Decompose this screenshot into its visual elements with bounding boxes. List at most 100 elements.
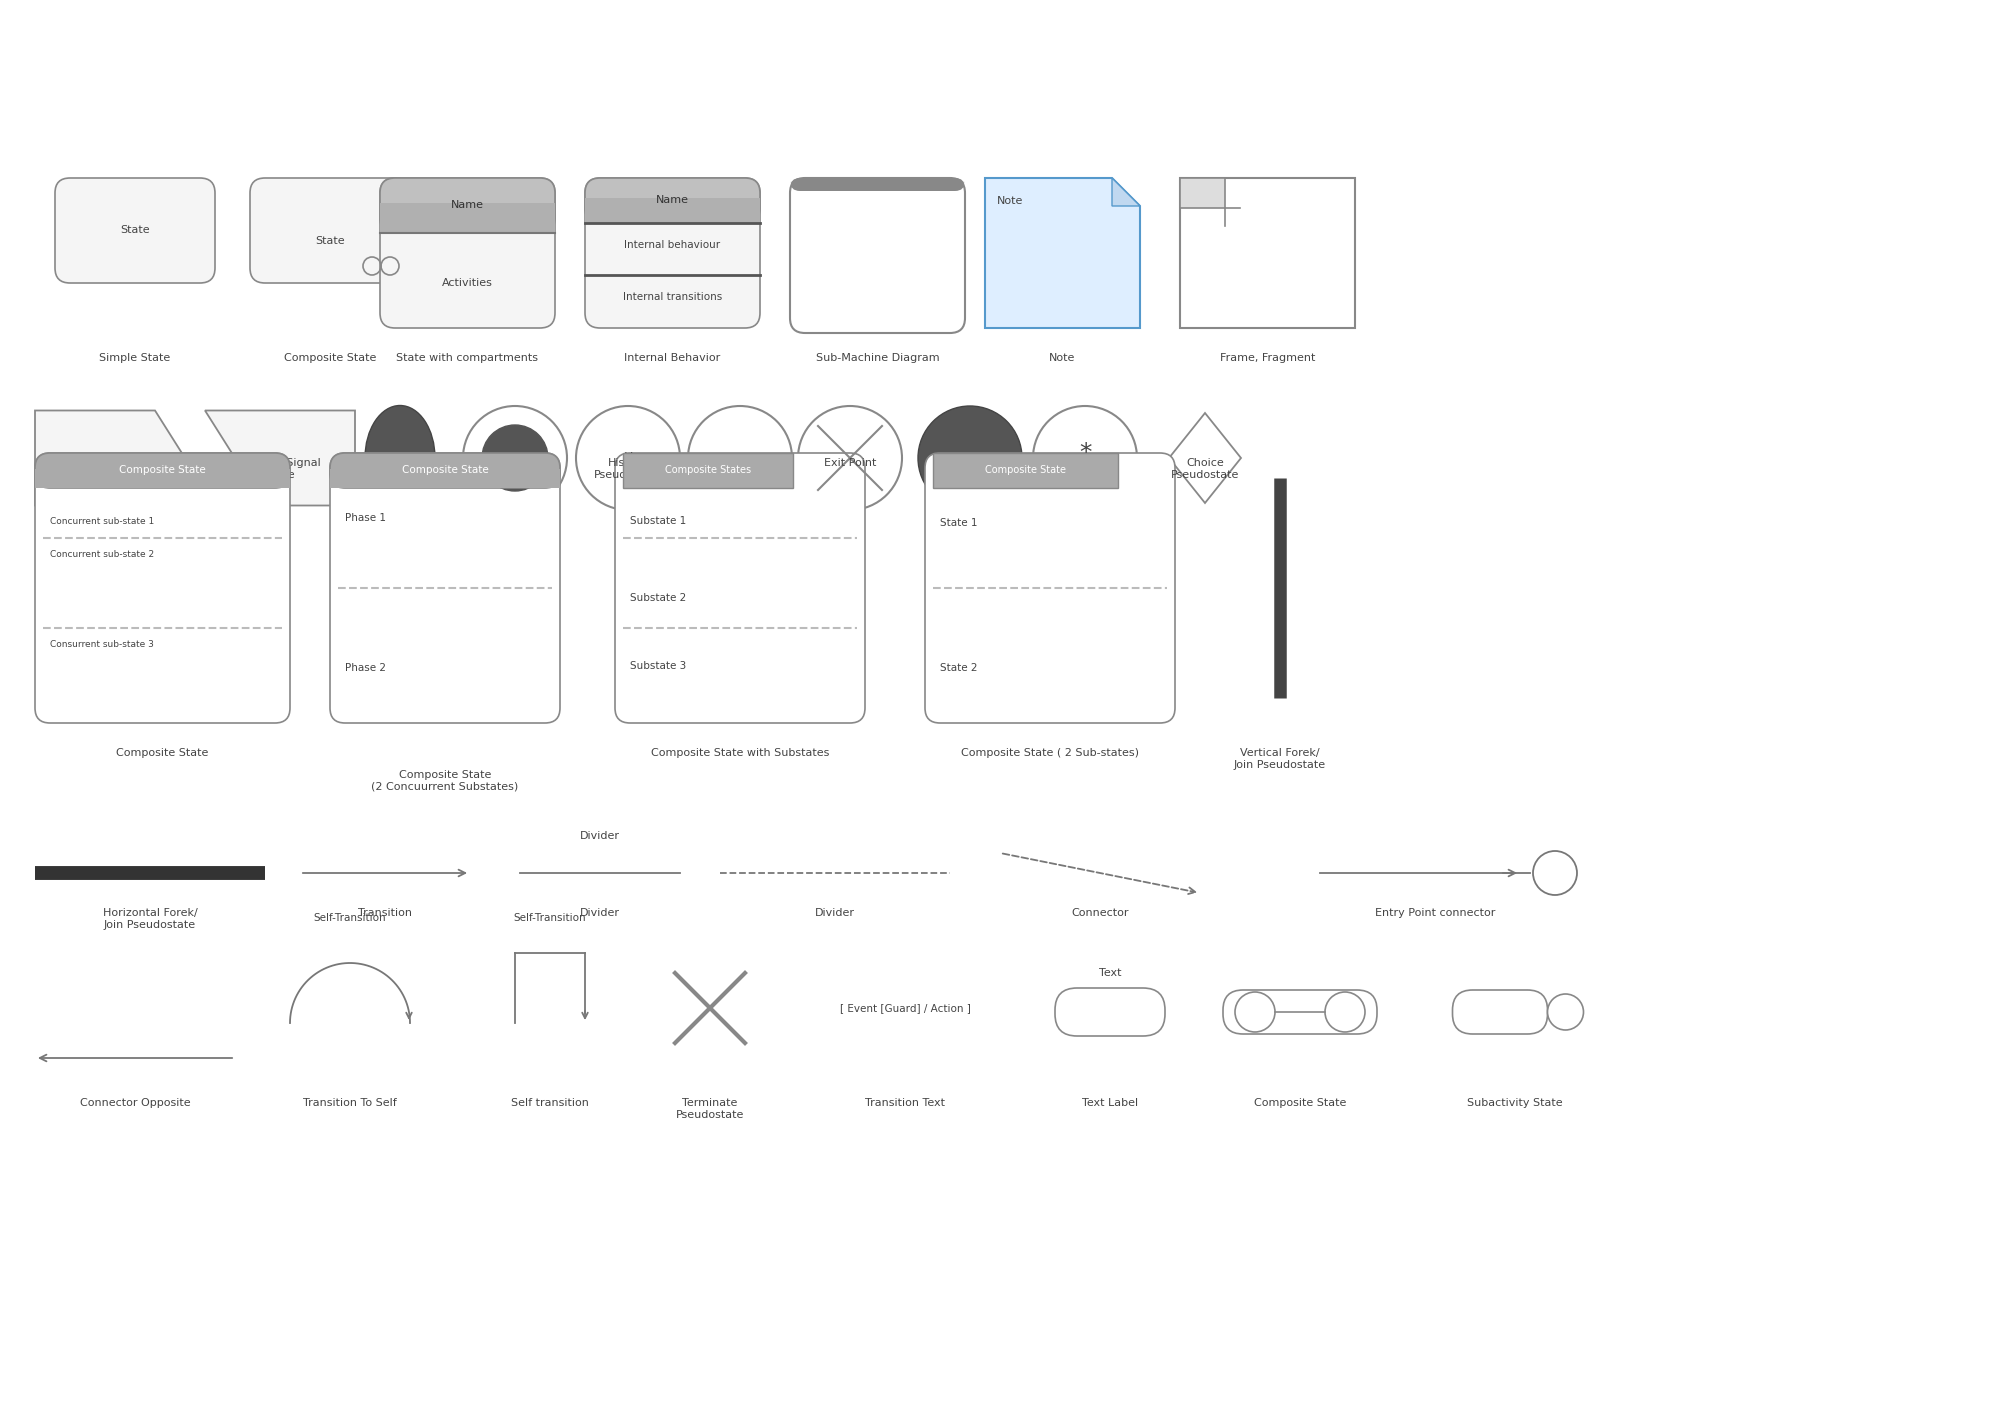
Text: Name: Name (657, 196, 689, 206)
Text: Internal behaviour: Internal behaviour (625, 239, 721, 251)
Circle shape (1548, 994, 1584, 1031)
Text: Text Label: Text Label (1081, 1098, 1137, 1108)
Text: Composite State: Composite State (284, 353, 376, 363)
Text: State 1: State 1 (941, 518, 977, 528)
Text: Self-Transition: Self-Transition (515, 912, 587, 924)
Text: Internal Behavior: Internal Behavior (625, 353, 721, 363)
Circle shape (1235, 993, 1275, 1032)
Text: State: State (120, 225, 150, 235)
Text: Substate 2: Substate 2 (631, 593, 687, 603)
Ellipse shape (364, 406, 434, 511)
Text: Horizontal Forek/
Join Pseudostate: Horizontal Forek/ Join Pseudostate (102, 908, 198, 929)
Text: Vertical Forek/
Join Pseudostate: Vertical Forek/ Join Pseudostate (1233, 748, 1325, 770)
Circle shape (577, 406, 681, 510)
Bar (380, 203, 555, 232)
Text: Receive Signal
State: Receive Signal State (238, 458, 320, 480)
Text: Choice
Pseudostate: Choice Pseudostate (1171, 458, 1239, 480)
Text: Concurrent sub-state 1: Concurrent sub-state 1 (50, 517, 154, 527)
FancyBboxPatch shape (1055, 988, 1165, 1036)
Bar (933, 453, 1117, 489)
Text: Frame, Fragment: Frame, Fragment (1219, 353, 1315, 363)
Text: Composite States: Composite States (665, 466, 751, 476)
Text: Divider: Divider (581, 831, 621, 841)
Text: Activities: Activities (442, 277, 492, 289)
Text: Simple State: Simple State (100, 353, 170, 363)
Text: Entry Point connector: Entry Point connector (1375, 908, 1495, 918)
Polygon shape (1111, 177, 1139, 206)
Text: Name: Name (450, 200, 484, 211)
FancyBboxPatch shape (1223, 990, 1377, 1033)
FancyBboxPatch shape (380, 177, 555, 232)
Polygon shape (985, 177, 1139, 328)
Circle shape (799, 406, 903, 510)
Text: Transition Text: Transition Text (865, 1098, 945, 1108)
Text: Composite State: Composite State (402, 466, 488, 476)
Text: Composite State: Composite State (116, 748, 208, 758)
Bar (1179, 177, 1355, 328)
Text: Transition To Self: Transition To Self (302, 1098, 396, 1108)
Text: Composite State
(2 Concuurrent Substates): Composite State (2 Concuurrent Substates… (372, 770, 519, 791)
Text: Phase 2: Phase 2 (344, 663, 386, 673)
Text: Self-Transition: Self-Transition (314, 912, 386, 924)
Text: Note: Note (1049, 353, 1075, 363)
Text: Sub-Machine Diagram: Sub-Machine Diagram (815, 353, 939, 363)
Circle shape (689, 406, 793, 510)
Text: [ Event [Guard] / Action ]: [ Event [Guard] / Action ] (839, 1002, 971, 1012)
Text: Connector Opposite: Connector Opposite (80, 1098, 190, 1108)
FancyBboxPatch shape (54, 177, 214, 283)
Text: Divider: Divider (581, 908, 621, 918)
Text: History
Pseudostate: History Pseudostate (595, 458, 663, 480)
FancyBboxPatch shape (330, 453, 561, 722)
Text: Connector: Connector (1071, 908, 1129, 918)
Text: Subactivity State: Subactivity State (1467, 1098, 1564, 1108)
Circle shape (1534, 850, 1578, 895)
Text: Consurrent sub-state 3: Consurrent sub-state 3 (50, 641, 154, 649)
Text: Synch State: Synch State (1051, 458, 1119, 467)
Text: Substate 3: Substate 3 (631, 660, 687, 672)
Circle shape (1033, 406, 1137, 510)
Text: State 2: State 2 (941, 663, 977, 673)
Text: Send Signal
State: Send Signal State (76, 458, 142, 480)
Text: Transition: Transition (358, 908, 412, 918)
Text: Divider: Divider (815, 908, 855, 918)
FancyBboxPatch shape (34, 453, 290, 722)
Text: Substate 1: Substate 1 (631, 515, 687, 527)
Bar (330, 469, 561, 489)
Text: Composite State: Composite State (985, 466, 1065, 476)
Polygon shape (34, 411, 184, 505)
Text: State: State (314, 237, 344, 246)
Text: Phase 1: Phase 1 (344, 513, 386, 522)
Text: Internal transitions: Internal transitions (623, 293, 723, 303)
FancyBboxPatch shape (250, 177, 410, 283)
Bar (623, 453, 793, 489)
Circle shape (462, 406, 567, 510)
Text: Self transition: Self transition (511, 1098, 589, 1108)
Text: Terminate
Pseudostate: Terminate Pseudostate (677, 1098, 745, 1119)
Text: Entry Point: Entry Point (709, 458, 771, 467)
FancyBboxPatch shape (585, 177, 761, 222)
Text: Junction
Pseudostate: Junction Pseudostate (935, 458, 1005, 480)
Text: Initial State: Initial State (368, 458, 432, 467)
Text: *: * (1079, 441, 1091, 465)
Text: Composite State: Composite State (120, 466, 206, 476)
Bar (1179, 177, 1225, 208)
Text: State with compartments: State with compartments (396, 353, 539, 363)
Text: H: H (623, 452, 633, 465)
Bar (34, 469, 290, 489)
Circle shape (1325, 993, 1365, 1032)
Circle shape (919, 406, 1021, 510)
FancyBboxPatch shape (615, 453, 865, 722)
Text: Text: Text (1099, 969, 1121, 979)
FancyBboxPatch shape (791, 177, 965, 334)
Text: Exit Point: Exit Point (823, 458, 877, 467)
FancyBboxPatch shape (925, 453, 1175, 722)
FancyBboxPatch shape (1453, 990, 1548, 1033)
Polygon shape (204, 411, 354, 505)
FancyBboxPatch shape (585, 177, 761, 328)
FancyBboxPatch shape (330, 453, 561, 489)
Bar (585, 199, 761, 222)
Text: Composite State ( 2 Sub-states): Composite State ( 2 Sub-states) (961, 748, 1139, 758)
Text: Final State: Final State (486, 458, 545, 467)
Text: Concurrent sub-state 2: Concurrent sub-state 2 (50, 551, 154, 559)
Circle shape (482, 425, 549, 491)
